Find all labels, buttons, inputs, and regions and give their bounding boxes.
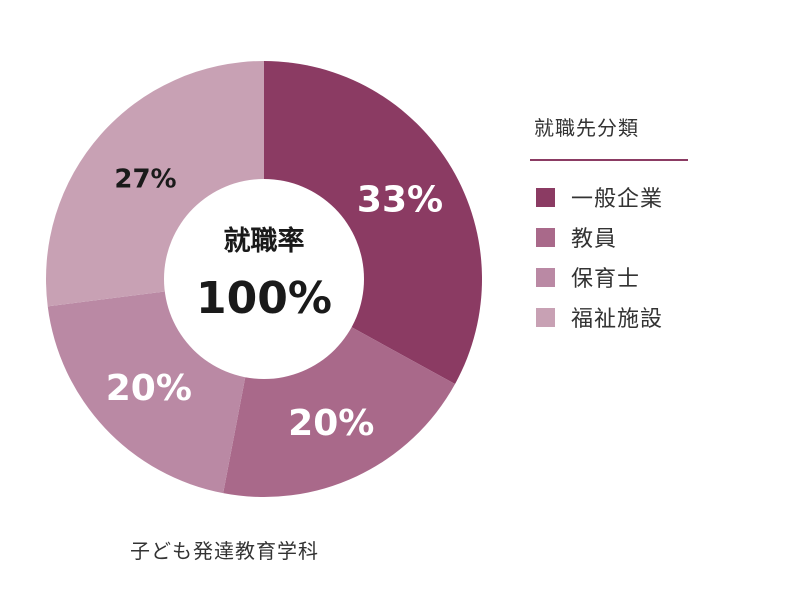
- legend-swatch: [536, 267, 555, 287]
- legend: 就職先分類 一般企業 教員 保育士 福祉施設: [530, 112, 690, 343]
- legend-item-ippan-kigyo: 一般企業: [530, 183, 690, 212]
- legend-label: 保育士: [571, 267, 641, 292]
- legend-label: 教員: [571, 227, 618, 252]
- donut-hole: [164, 179, 364, 379]
- legend-swatch: [536, 187, 555, 207]
- slice-value-label: 20%: [288, 403, 374, 444]
- slice-value-label: 33%: [357, 180, 443, 221]
- legend-item-hoikushi: 保育士: [530, 263, 690, 292]
- legend-item-fukushi-shisetsu: 福祉施設: [530, 303, 690, 332]
- legend-label: 福祉施設: [571, 307, 664, 332]
- slice-value-label: 20%: [106, 368, 192, 409]
- slice-value-label: 27%: [114, 165, 176, 195]
- legend-items: 一般企業 教員 保育士 福祉施設: [530, 183, 690, 332]
- legend-title: 就職先分類: [534, 116, 639, 140]
- legend-divider: [530, 159, 688, 161]
- center-label: 就職率: [224, 225, 305, 257]
- legend-swatch: [536, 227, 555, 247]
- legend-item-kyoin: 教員: [530, 223, 690, 252]
- chart-caption: 子ども発達教育学科: [130, 539, 319, 563]
- center-value: 100%: [196, 273, 332, 324]
- legend-swatch: [536, 307, 555, 327]
- legend-label: 一般企業: [571, 187, 664, 212]
